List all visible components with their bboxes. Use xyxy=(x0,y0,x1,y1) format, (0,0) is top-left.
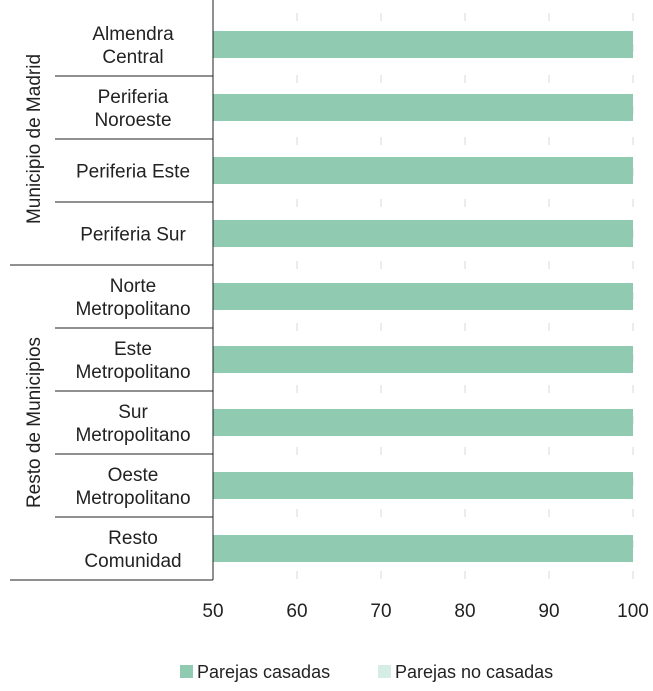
x-tick-label: 60 xyxy=(286,601,307,622)
group-label: Resto de Municipios xyxy=(24,337,45,508)
bar-segment-married xyxy=(213,472,633,499)
category-label: Sur Metropolitano xyxy=(75,402,190,446)
category-label: Periferia Sur xyxy=(80,225,186,246)
category-axis: Almendra Central Periferia Noroeste Periferi… xyxy=(10,0,214,581)
x-tick-label: 80 xyxy=(454,601,475,622)
bar-segment-married xyxy=(213,157,633,184)
x-tick-label: 100 xyxy=(617,601,649,622)
category-label: Periferia Este xyxy=(76,162,190,183)
category-label: Norte Metropolitano xyxy=(75,276,190,320)
bar-segment-married xyxy=(213,535,633,562)
category-label: Este Metropolitano xyxy=(75,339,190,383)
legend: Parejas casadas Parejas no casadas xyxy=(180,662,553,682)
bar-segment-married xyxy=(213,409,633,436)
bars xyxy=(213,31,633,562)
category-label: Almendra Central xyxy=(92,24,174,68)
bar-segment-married xyxy=(213,283,633,310)
legend-swatch xyxy=(378,665,391,678)
category-label: Resto Comunidad xyxy=(84,528,181,572)
x-axis-ticks: 50 60 70 80 90 100 xyxy=(202,601,648,622)
legend-swatch xyxy=(180,665,193,678)
group-label: Municipio de Madrid xyxy=(24,54,45,224)
bar-segment-married xyxy=(213,220,633,247)
x-tick-label: 90 xyxy=(538,601,559,622)
legend-label: Parejas casadas xyxy=(197,662,330,682)
x-tick-label: 70 xyxy=(370,601,391,622)
x-tick-label: 50 xyxy=(202,601,223,622)
category-label: Periferia Noroeste xyxy=(94,87,171,131)
legend-label: Parejas no casadas xyxy=(395,662,553,682)
bar-segment-married xyxy=(213,94,633,121)
bar-segment-married xyxy=(213,31,633,58)
category-label: Oeste Metropolitano xyxy=(75,465,190,509)
bar-segment-married xyxy=(213,346,633,373)
